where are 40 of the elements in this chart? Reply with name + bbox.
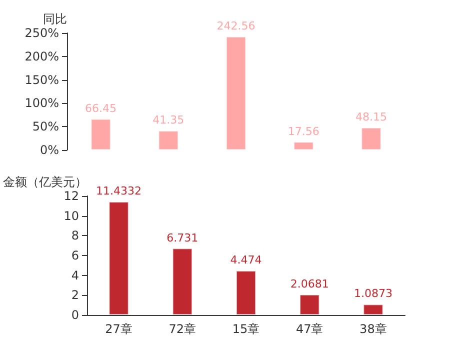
x-tick-label: 72章 xyxy=(168,322,196,336)
bar xyxy=(300,294,320,315)
y-tick-label: 100% xyxy=(24,96,59,110)
y-tick-label: 4 xyxy=(71,268,79,282)
bar xyxy=(361,127,382,150)
y-tick-label: 0 xyxy=(71,308,79,322)
data-label: 2.0681 xyxy=(290,277,329,290)
y-tick-label: 6 xyxy=(71,248,79,262)
y-tick-label: 50% xyxy=(32,120,59,134)
x-tick-label: 15章 xyxy=(232,322,260,336)
x-tick-label: 27章 xyxy=(105,322,132,336)
data-label: 41.35 xyxy=(152,114,184,127)
bar xyxy=(226,36,246,150)
y-tick-label: 12 xyxy=(64,189,79,203)
y-tick-label: 250% xyxy=(24,26,59,40)
data-label: 17.56 xyxy=(288,124,320,138)
bar xyxy=(90,118,111,150)
y-tick-label: 150% xyxy=(24,72,59,87)
data-label: 1.0873 xyxy=(354,287,392,300)
bar xyxy=(363,304,384,315)
y-axis-title: 金额（亿美元） xyxy=(3,175,87,189)
bar xyxy=(108,202,129,315)
data-label: 6.731 xyxy=(166,231,198,244)
bar xyxy=(172,248,192,315)
y-tick-label: 10 xyxy=(64,208,79,223)
y-tick-label: 0% xyxy=(40,143,59,157)
data-label: 48.15 xyxy=(355,110,387,124)
x-tick-label: 47章 xyxy=(296,322,324,336)
y-tick-label: 200% xyxy=(24,49,59,64)
y-tick-label: 2 xyxy=(71,288,79,302)
y-axis-title: 同比 xyxy=(43,12,67,26)
data-label: 66.45 xyxy=(85,102,117,115)
x-tick-label: 38章 xyxy=(360,322,387,336)
data-label: 4.474 xyxy=(230,254,262,267)
bar xyxy=(236,270,256,315)
data-label: 11.4332 xyxy=(96,184,142,198)
bar xyxy=(158,130,178,150)
data-label: 242.56 xyxy=(216,19,256,32)
bar xyxy=(294,142,314,150)
y-tick-label: 8 xyxy=(71,228,79,243)
